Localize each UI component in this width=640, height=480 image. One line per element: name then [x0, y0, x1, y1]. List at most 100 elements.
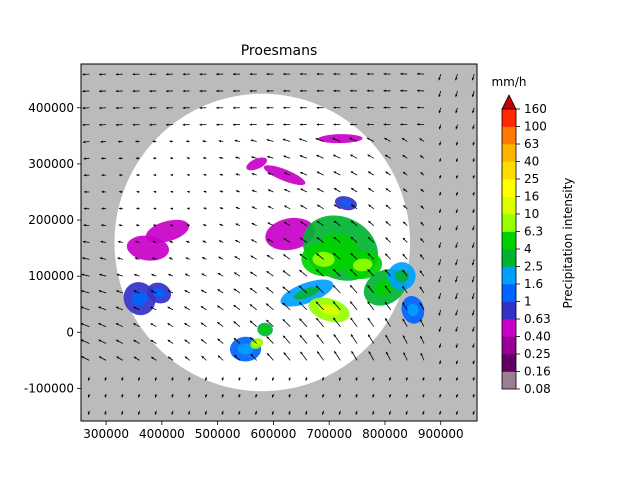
- motion-vector-head: [216, 123, 219, 126]
- motion-vector-head: [315, 301, 319, 305]
- motion-vector-head: [249, 72, 252, 76]
- motion-vector-head: [101, 190, 104, 194]
- motion-vector-head: [115, 106, 119, 110]
- motion-vector-head: [355, 412, 358, 415]
- motion-vector-head: [271, 394, 275, 398]
- motion-vector-head: [116, 273, 120, 277]
- precipitation-cell-core: [131, 290, 148, 307]
- motion-vector-head: [149, 89, 152, 93]
- motion-vector-head: [351, 204, 354, 207]
- motion-vector-head: [316, 253, 319, 256]
- motion-vector-head: [438, 126, 442, 130]
- colorbar-segment: [502, 179, 516, 197]
- motion-vector-head: [152, 240, 156, 244]
- motion-vector-head: [333, 123, 336, 126]
- motion-vector-head: [367, 301, 370, 305]
- motion-vector-head: [199, 123, 202, 126]
- motion-vector-head: [350, 285, 353, 288]
- motion-vector-head: [333, 269, 336, 272]
- motion-vector-head: [216, 72, 219, 76]
- motion-vector-head: [218, 256, 221, 260]
- motion-vector-head: [203, 173, 206, 177]
- motion-vector-head: [249, 123, 252, 126]
- motion-vector-head: [283, 123, 286, 126]
- motion-vector-head: [168, 257, 172, 260]
- motion-vector-head: [99, 273, 102, 277]
- motion-vector-head: [455, 245, 458, 248]
- motion-vector-head: [104, 394, 107, 398]
- motion-vector-head: [338, 412, 342, 415]
- motion-vector-head: [235, 190, 239, 193]
- motion-vector-head: [472, 345, 475, 348]
- motion-vector-head: [115, 89, 119, 93]
- motion-vector-head: [216, 106, 219, 110]
- motion-vector-head: [420, 189, 424, 192]
- motion-vector-head: [299, 123, 303, 126]
- motion-vector-head: [87, 394, 91, 398]
- motion-vector-head: [238, 378, 241, 381]
- motion-vector-head: [267, 238, 270, 242]
- motion-vector-head: [83, 173, 87, 177]
- motion-vector-head: [472, 192, 475, 196]
- motion-vector-head: [98, 356, 102, 359]
- motion-vector-head: [251, 156, 254, 159]
- motion-vector-head: [115, 306, 119, 309]
- motion-vector-head: [368, 204, 371, 208]
- motion-vector-head: [203, 224, 206, 227]
- motion-vector-head: [202, 240, 206, 243]
- motion-vector-head: [82, 140, 86, 144]
- motion-vector-head: [355, 394, 358, 398]
- motion-vector-head: [299, 155, 303, 158]
- precipitation-cell-core: [153, 288, 166, 298]
- motion-vector-head: [135, 240, 138, 244]
- motion-vector-head: [250, 354, 254, 357]
- motion-vector-head: [403, 205, 406, 208]
- motion-vector-head: [455, 262, 458, 266]
- motion-vector-head: [420, 238, 423, 241]
- motion-vector-head: [316, 171, 320, 174]
- motion-vector-head: [333, 220, 337, 224]
- colorbar-tick-label: 0.08: [524, 382, 551, 396]
- motion-vector-head: [167, 306, 171, 310]
- motion-vector-head: [305, 412, 308, 415]
- precipitation-cell: [318, 134, 363, 144]
- motion-vector-head: [185, 257, 189, 260]
- motion-vector-head: [455, 110, 458, 114]
- motion-vector-head: [249, 89, 252, 93]
- motion-vector-head: [316, 89, 319, 93]
- motion-vector-head: [455, 296, 458, 300]
- motion-vector-head: [385, 253, 388, 257]
- motion-vector-head: [315, 285, 319, 288]
- motion-vector-head: [98, 339, 102, 342]
- motion-vector-head: [385, 237, 388, 240]
- motion-vector-head: [350, 237, 354, 240]
- motion-vector-head: [132, 106, 135, 110]
- motion-vector-head: [115, 73, 119, 76]
- motion-vector-head: [171, 412, 174, 415]
- motion-vector-head: [400, 89, 403, 93]
- motion-vector-head: [351, 351, 354, 354]
- motion-vector-head: [267, 206, 271, 209]
- motion-vector-head: [171, 394, 174, 398]
- motion-vector-head: [367, 253, 371, 256]
- colorbar-tick-label: 160: [524, 102, 547, 116]
- motion-vector-head: [438, 312, 441, 316]
- motion-vector-head: [350, 317, 353, 321]
- motion-vector-head: [388, 394, 392, 398]
- motion-vector-head: [299, 89, 303, 93]
- motion-vector-head: [283, 335, 286, 339]
- motion-vector-head: [149, 106, 152, 110]
- motion-vector-head: [184, 339, 188, 343]
- motion-vector-head: [121, 378, 124, 381]
- precipitation-cell-core: [318, 304, 340, 316]
- motion-vector-head: [99, 73, 102, 76]
- motion-vector-head: [282, 286, 286, 290]
- motion-vector-head: [235, 223, 239, 226]
- motion-vector-head: [472, 329, 475, 332]
- motion-vector-head: [350, 89, 353, 93]
- motion-vector-head: [455, 412, 459, 415]
- motion-vector-head: [186, 156, 190, 160]
- motion-vector-head: [402, 253, 406, 257]
- motion-vector-head: [419, 286, 423, 290]
- motion-vector-head: [170, 156, 173, 160]
